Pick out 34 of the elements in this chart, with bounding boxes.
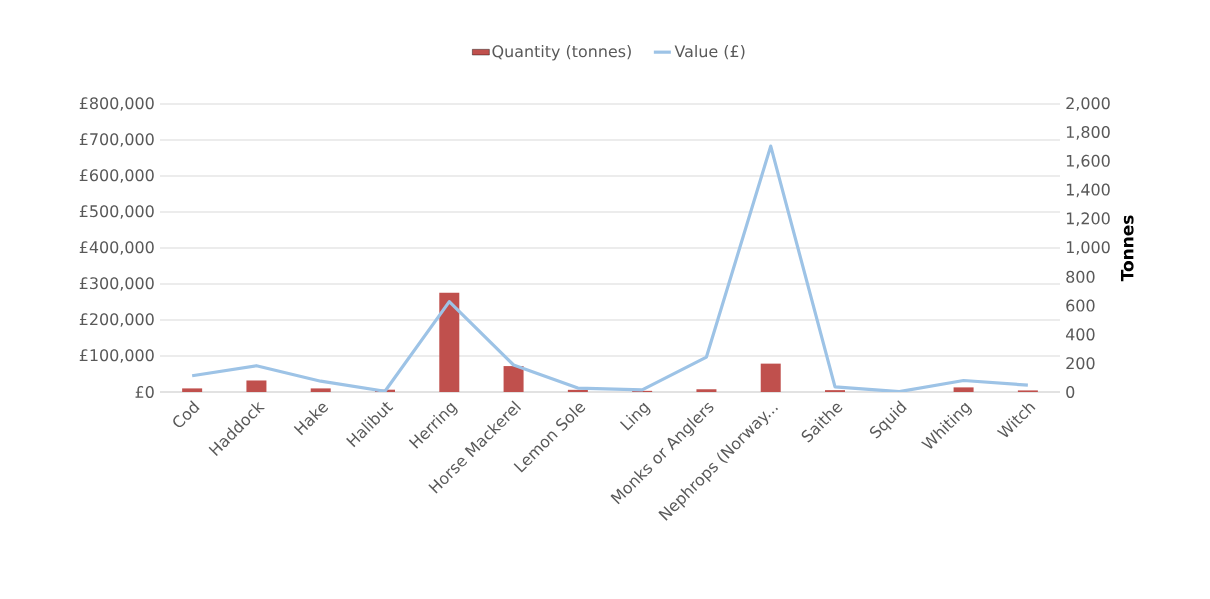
y2-tick-label: 600 (1066, 299, 1095, 312)
y2-tick-label: 1,400 (1066, 183, 1110, 198)
y-tick-label: £300,000 (79, 277, 154, 291)
y-tick-label: £800,000 (79, 97, 154, 111)
y-tick-label: £600,000 (79, 169, 154, 183)
legend-label: Quantity (tonnes) (492, 44, 631, 61)
bar (696, 389, 717, 392)
y2-tick-label: 1,200 (1066, 212, 1110, 227)
line-series (190, 144, 1030, 392)
bar (953, 387, 974, 392)
y2-tick-label: 400 (1065, 328, 1095, 341)
x-tick-label: Cod (173, 400, 200, 428)
y2-tick-label: 1,000 (1066, 241, 1110, 255)
y2-tick-label: 1,800 (1066, 125, 1110, 140)
bar (760, 363, 781, 392)
y-tick-label: £500,000 (79, 205, 154, 219)
y2-tick-label: 2,000 (1066, 97, 1110, 111)
y-tick-label: £700,000 (79, 133, 154, 147)
bar (182, 388, 203, 392)
bar (246, 380, 267, 392)
y2-tick-label: 1,600 (1066, 154, 1110, 169)
y-tick-label: £200,000 (79, 313, 154, 327)
bar (503, 366, 524, 392)
bar (310, 388, 331, 392)
y2-tick-label: 200 (1066, 357, 1095, 370)
y-tick-label: £0 (135, 385, 154, 399)
y-tick-label: £400,000 (79, 241, 154, 255)
legend-label: Value (£) (674, 44, 745, 60)
y2-tick-label: 0 (1066, 385, 1075, 399)
bar (439, 292, 460, 392)
bar (567, 389, 588, 392)
y2-tick-label: 800 (1066, 270, 1095, 283)
y2-axis-title: Tonnes (1120, 215, 1134, 282)
y-tick-label: £100,000 (79, 349, 154, 363)
